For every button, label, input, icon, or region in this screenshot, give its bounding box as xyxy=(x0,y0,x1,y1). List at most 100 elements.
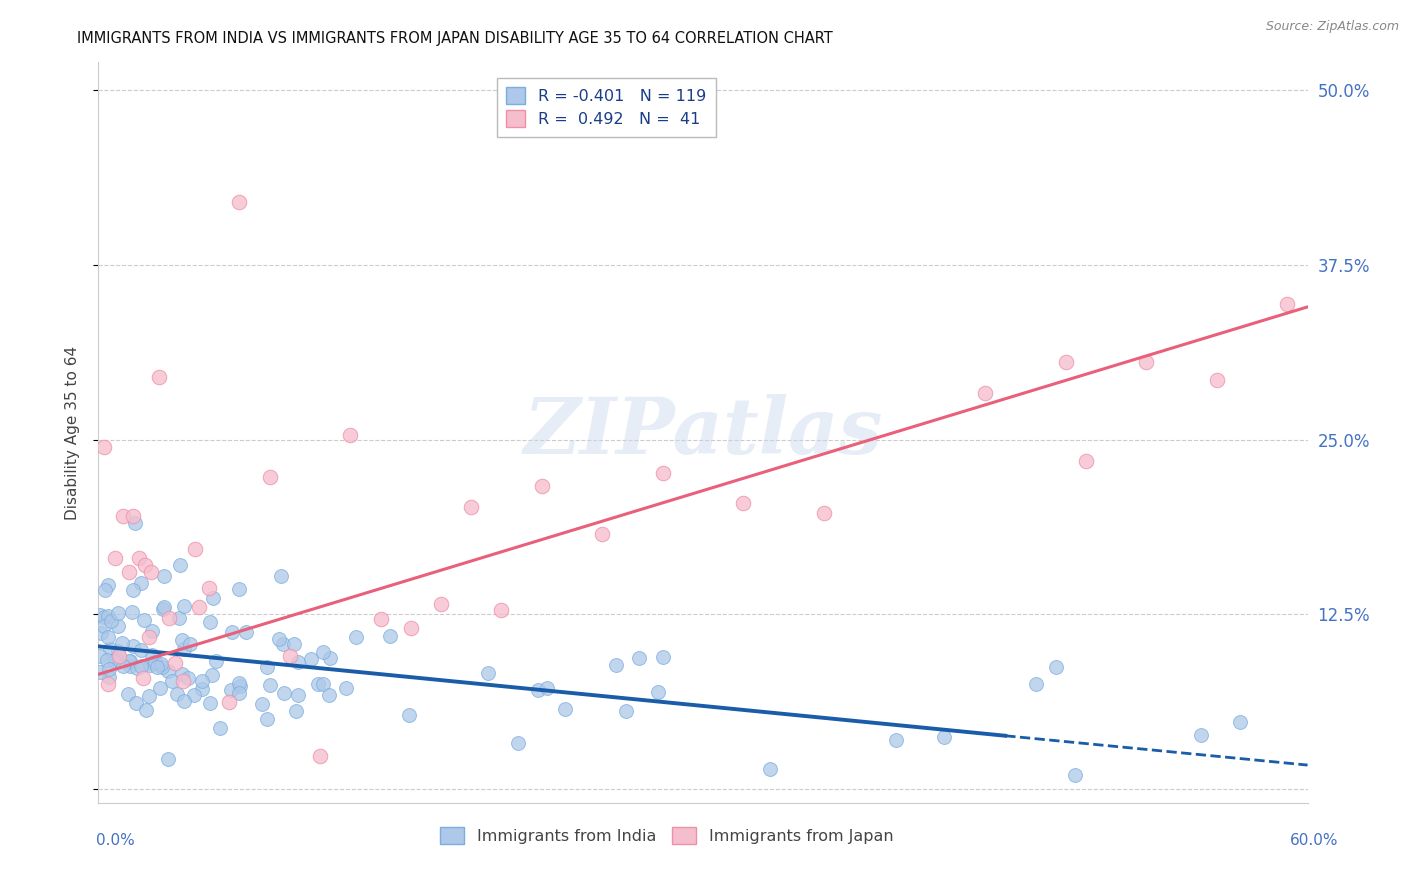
Point xyxy=(93,440,115,454)
Point xyxy=(1054,354,1077,368)
Point xyxy=(398,708,420,723)
Point xyxy=(733,496,755,510)
Point xyxy=(111,636,134,650)
Text: Source: ZipAtlas.com: Source: ZipAtlas.com xyxy=(1265,20,1399,33)
Point xyxy=(554,701,576,715)
Point xyxy=(205,654,228,668)
Point xyxy=(173,599,195,613)
Point xyxy=(198,581,221,595)
Point xyxy=(94,582,117,597)
Point xyxy=(97,609,120,624)
Point xyxy=(312,645,335,659)
Point xyxy=(150,659,173,673)
Point xyxy=(170,666,193,681)
Point xyxy=(111,658,134,673)
Point xyxy=(370,612,392,626)
Point xyxy=(229,680,252,694)
Point xyxy=(287,688,309,702)
Point xyxy=(228,195,250,210)
Point xyxy=(139,566,162,580)
Text: ZIPatlas: ZIPatlas xyxy=(523,394,883,471)
Point xyxy=(121,509,143,524)
Point xyxy=(107,649,129,664)
Point xyxy=(344,630,367,644)
Point xyxy=(1189,728,1212,742)
Point xyxy=(89,649,111,664)
Point xyxy=(307,677,329,691)
Point xyxy=(129,643,152,657)
Point xyxy=(271,638,294,652)
Point xyxy=(219,682,242,697)
Point xyxy=(129,576,152,591)
Point xyxy=(107,644,129,658)
Point xyxy=(536,681,558,695)
Point xyxy=(221,625,243,640)
Point xyxy=(1229,714,1251,729)
Point xyxy=(184,541,207,556)
Point xyxy=(974,385,997,400)
Point xyxy=(148,369,170,384)
Point xyxy=(270,569,292,583)
Point xyxy=(198,697,221,711)
Text: 0.0%: 0.0% xyxy=(96,833,135,847)
Point xyxy=(97,630,120,644)
Point xyxy=(103,654,125,668)
Point xyxy=(179,637,201,651)
Point xyxy=(1064,768,1087,782)
Point xyxy=(97,578,120,592)
Point xyxy=(93,610,115,624)
Point xyxy=(134,613,156,627)
Point xyxy=(813,506,835,520)
Point xyxy=(191,673,214,688)
Point xyxy=(228,676,250,690)
Point xyxy=(172,674,194,689)
Point xyxy=(163,656,186,670)
Point xyxy=(138,630,160,644)
Point xyxy=(209,722,232,736)
Point xyxy=(491,603,513,617)
Point xyxy=(318,688,340,702)
Point xyxy=(886,733,908,747)
Point xyxy=(285,704,308,718)
Point xyxy=(628,650,651,665)
Point xyxy=(121,583,143,598)
Point xyxy=(173,694,195,708)
Point xyxy=(526,683,548,698)
Point xyxy=(138,690,160,704)
Point xyxy=(256,660,278,674)
Point xyxy=(252,698,274,712)
Point xyxy=(228,685,250,699)
Point xyxy=(149,657,172,671)
Point xyxy=(1045,659,1067,673)
Point xyxy=(614,704,637,718)
Point xyxy=(647,685,669,699)
Point xyxy=(932,730,955,744)
Point xyxy=(460,500,482,514)
Legend: Immigrants from India, Immigrants from Japan: Immigrants from India, Immigrants from J… xyxy=(433,821,900,850)
Point xyxy=(157,611,180,625)
Point xyxy=(319,650,342,665)
Point xyxy=(312,677,335,691)
Point xyxy=(191,682,214,697)
Point xyxy=(97,677,120,691)
Point xyxy=(98,642,121,657)
Point xyxy=(283,637,305,651)
Point xyxy=(118,654,141,668)
Point xyxy=(759,762,782,776)
Point xyxy=(605,657,627,672)
Point xyxy=(177,672,200,686)
Point xyxy=(131,659,153,673)
Point xyxy=(100,614,122,628)
Point xyxy=(477,666,499,681)
Point xyxy=(149,681,172,695)
Point xyxy=(287,655,309,669)
Point xyxy=(160,673,183,688)
Point xyxy=(128,551,150,566)
Point xyxy=(107,606,129,620)
Point xyxy=(430,597,453,611)
Point xyxy=(141,648,163,662)
Point xyxy=(96,652,118,666)
Point xyxy=(399,621,422,635)
Y-axis label: Disability Age 35 to 64: Disability Age 35 to 64 xyxy=(65,345,80,520)
Point xyxy=(121,605,143,619)
